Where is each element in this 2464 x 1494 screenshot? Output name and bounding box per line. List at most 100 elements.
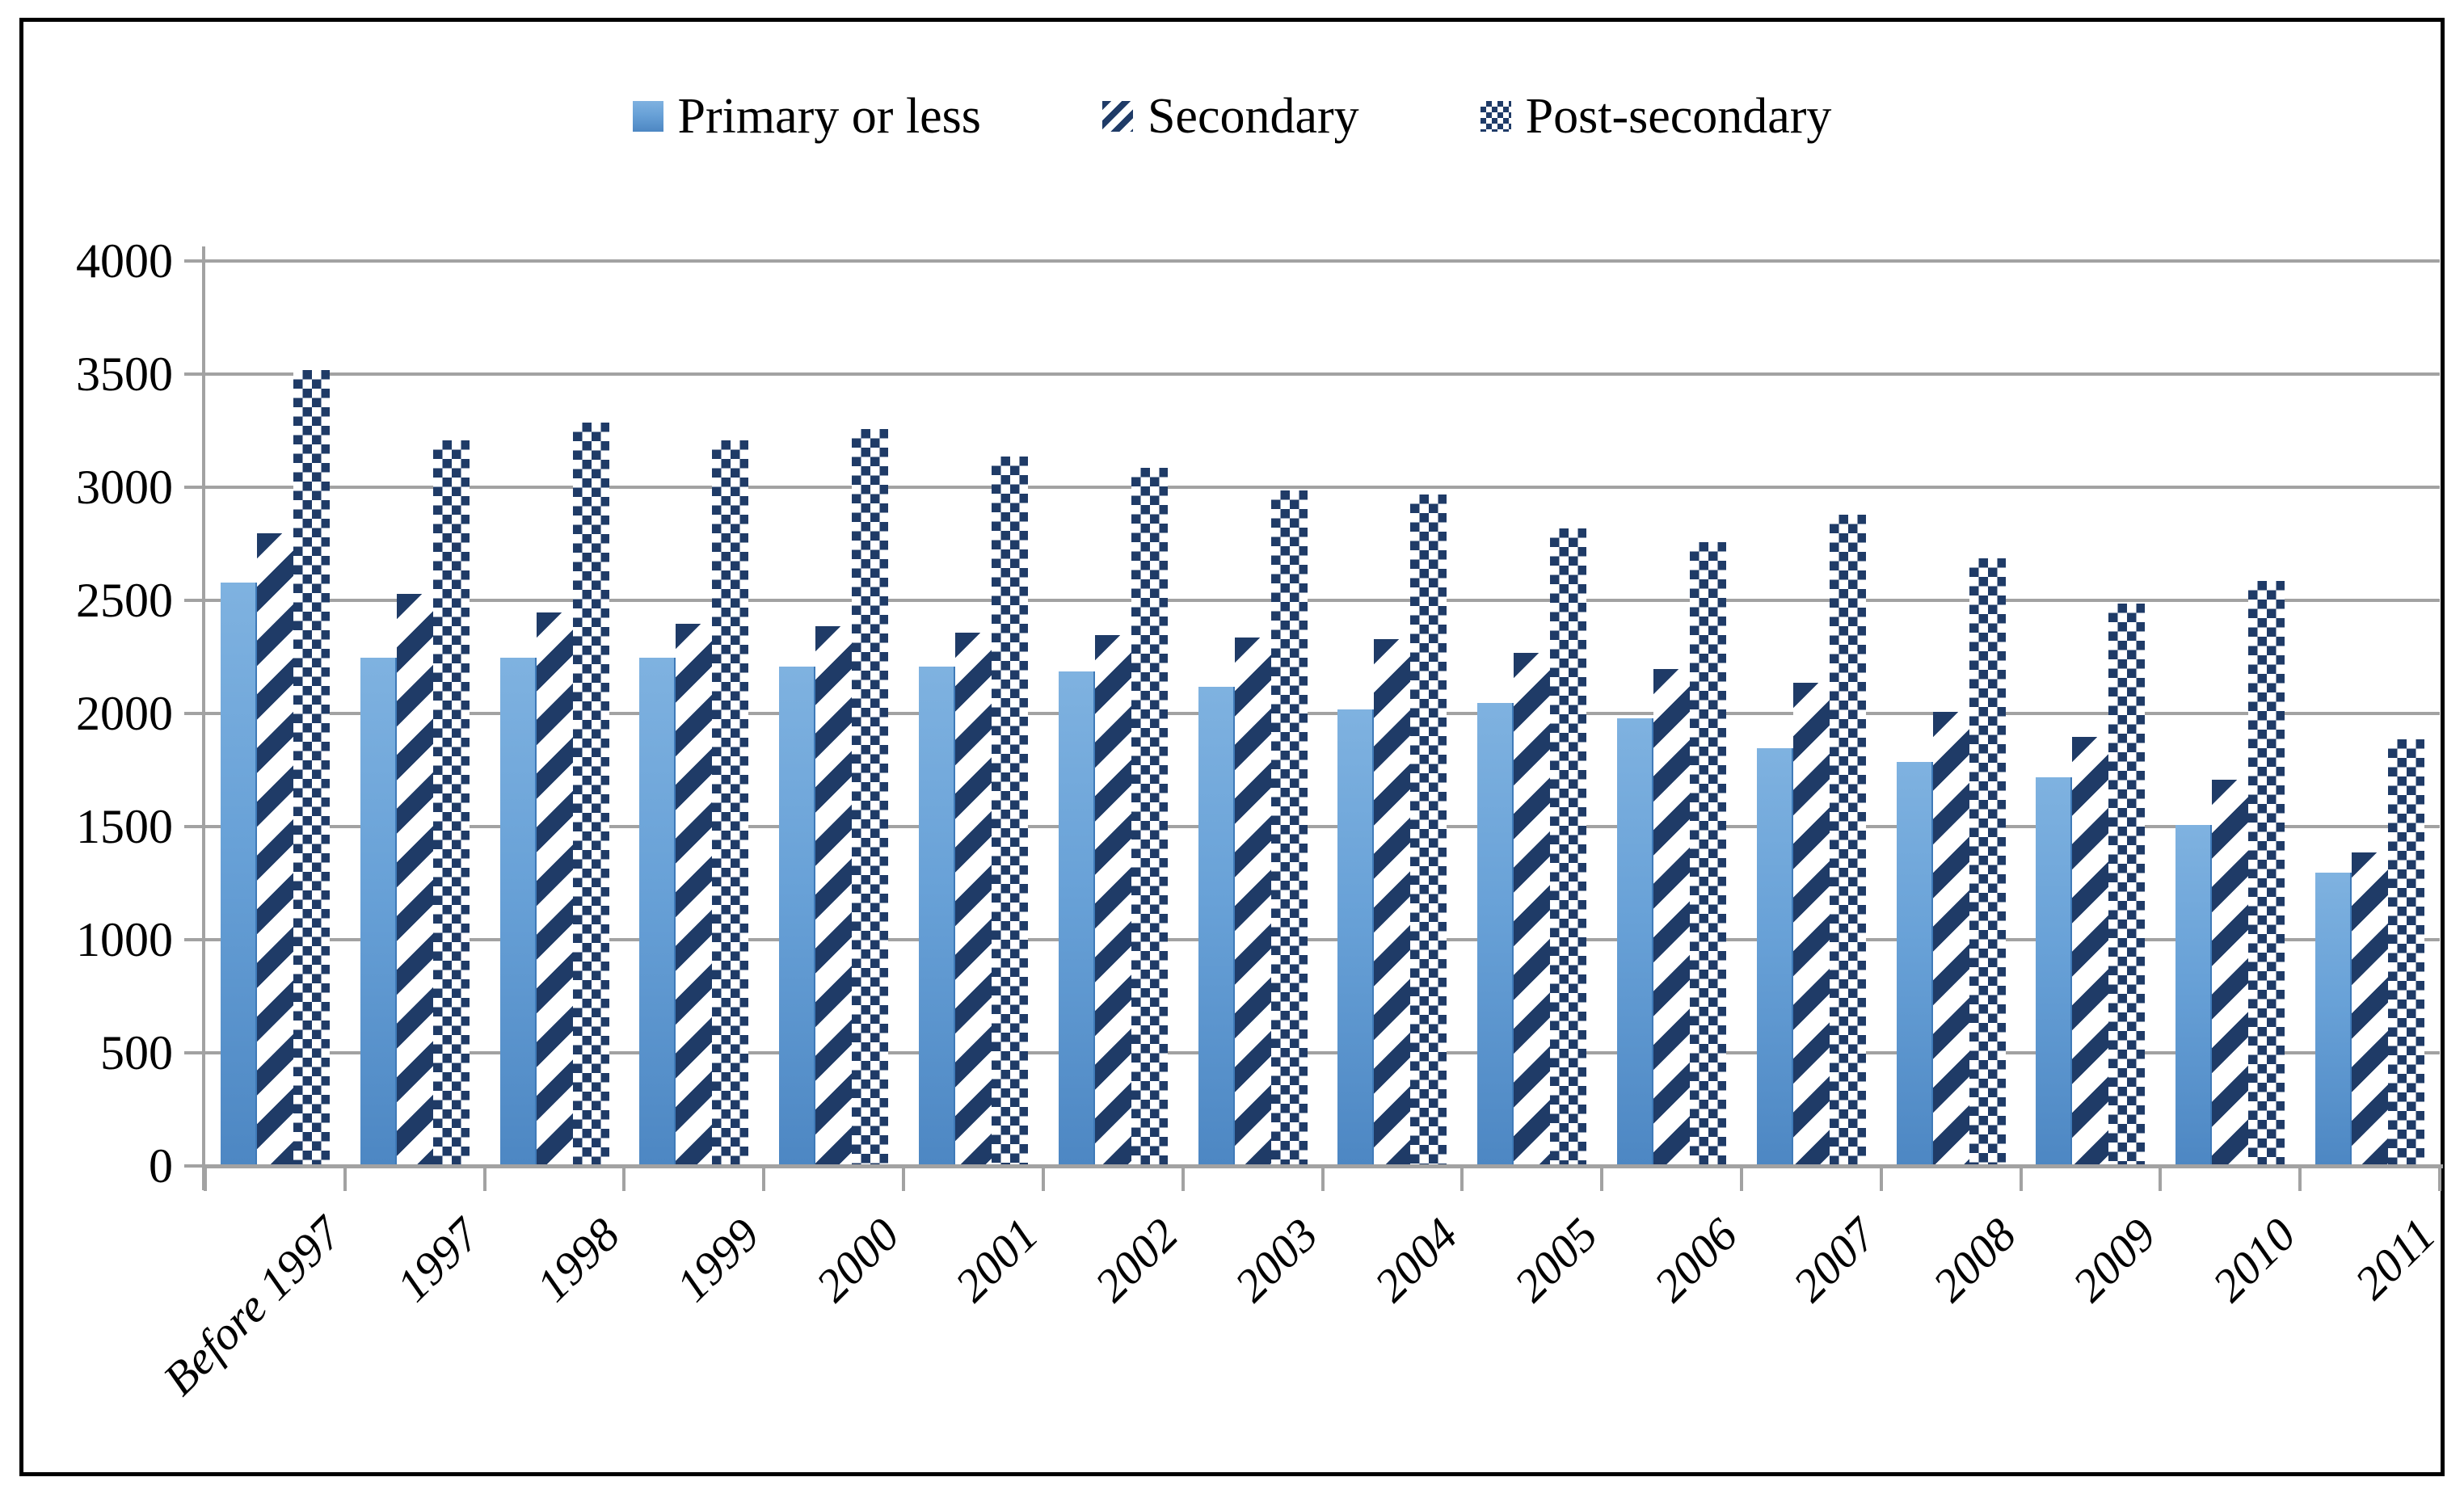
y-axis-tick-label: 4000 bbox=[76, 234, 173, 288]
x-axis-tick bbox=[902, 1168, 906, 1191]
y-axis-tick bbox=[184, 825, 202, 828]
bar-primary bbox=[1896, 761, 1933, 1164]
x-axis-tick bbox=[1181, 1168, 1185, 1191]
bar-primary bbox=[360, 657, 397, 1164]
y-axis-tick-label: 2500 bbox=[76, 574, 173, 627]
y-axis-tick-label: 0 bbox=[149, 1139, 173, 1193]
y-axis-tick bbox=[184, 259, 202, 263]
bar-secondary bbox=[536, 612, 573, 1164]
y-axis-tick-label: 2000 bbox=[76, 687, 173, 740]
y-axis-line bbox=[202, 246, 205, 1190]
bar-secondary bbox=[954, 633, 992, 1164]
gridline bbox=[205, 712, 2440, 715]
bar-secondary bbox=[396, 594, 433, 1164]
bar-primary bbox=[1617, 718, 1654, 1164]
gridline bbox=[205, 259, 2440, 263]
bar-primary bbox=[1058, 671, 1095, 1164]
bar-secondary bbox=[1653, 668, 1691, 1164]
bar-secondary bbox=[2352, 852, 2389, 1164]
bar-postsecondary bbox=[991, 456, 1028, 1164]
legend: Primary or less Secondary Post-secondary bbox=[23, 91, 2441, 141]
bar-primary bbox=[639, 657, 676, 1164]
x-axis-tick bbox=[1041, 1168, 1045, 1191]
bar-postsecondary bbox=[1969, 558, 2006, 1164]
bar-primary bbox=[1198, 687, 1235, 1164]
legend-label-primary: Primary or less bbox=[677, 89, 981, 144]
bar-primary bbox=[2315, 872, 2352, 1164]
x-axis-tick bbox=[622, 1168, 626, 1191]
chart-border-frame: Primary or less Secondary Post-secondary… bbox=[19, 18, 2445, 1476]
legend-swatch-primary-icon bbox=[632, 101, 663, 132]
x-axis-tick bbox=[343, 1168, 347, 1191]
bar-primary bbox=[1756, 747, 1793, 1164]
bar-primary bbox=[1337, 709, 1375, 1164]
gridline bbox=[205, 372, 2440, 376]
bar-postsecondary bbox=[1131, 467, 1168, 1164]
y-axis-tick bbox=[184, 1051, 202, 1054]
bar-secondary bbox=[2212, 780, 2249, 1164]
bar-postsecondary bbox=[1410, 494, 1447, 1164]
gridline bbox=[205, 486, 2440, 489]
bar-secondary bbox=[676, 623, 713, 1164]
bar-secondary bbox=[1932, 712, 1969, 1164]
bar-postsecondary bbox=[852, 429, 889, 1164]
bar-postsecondary bbox=[1270, 490, 1308, 1164]
bar-postsecondary bbox=[2388, 739, 2425, 1164]
x-axis-tick bbox=[1739, 1168, 1743, 1191]
bar-secondary bbox=[1374, 639, 1411, 1164]
y-axis-tick-label: 1500 bbox=[76, 800, 173, 853]
x-axis-tick bbox=[1600, 1168, 1604, 1191]
bar-secondary bbox=[1234, 637, 1271, 1164]
bar-secondary bbox=[256, 532, 293, 1164]
gridline bbox=[205, 599, 2440, 602]
bar-postsecondary bbox=[1690, 542, 1727, 1164]
bar-primary bbox=[2036, 777, 2073, 1164]
x-axis-tick bbox=[762, 1168, 766, 1191]
legend-item-postsecondary: Post-secondary bbox=[1480, 89, 1832, 144]
x-axis-tick bbox=[2019, 1168, 2023, 1191]
legend-label-postsecondary: Post-secondary bbox=[1525, 89, 1832, 144]
x-axis-line bbox=[202, 1164, 2443, 1168]
y-axis-tick bbox=[184, 938, 202, 941]
bar-primary bbox=[2175, 825, 2213, 1164]
bar-primary bbox=[499, 657, 537, 1164]
legend-item-secondary: Secondary bbox=[1101, 89, 1359, 144]
bar-postsecondary bbox=[2248, 580, 2285, 1164]
legend-swatch-postsecondary-icon bbox=[1480, 101, 1511, 132]
bar-postsecondary bbox=[712, 440, 749, 1164]
x-axis-tick bbox=[1320, 1168, 1325, 1191]
gridline bbox=[205, 1051, 2440, 1054]
x-axis-tick bbox=[204, 1168, 207, 1191]
bar-secondary bbox=[815, 625, 853, 1164]
bar-secondary bbox=[1792, 682, 1830, 1164]
y-axis-tick-label: 3500 bbox=[76, 347, 173, 401]
bar-primary bbox=[918, 667, 955, 1164]
bar-postsecondary bbox=[2108, 603, 2146, 1164]
y-axis-tick-label: 3000 bbox=[76, 461, 173, 514]
gridline bbox=[205, 825, 2440, 828]
y-axis-tick bbox=[184, 1164, 202, 1168]
bar-primary bbox=[779, 667, 816, 1164]
bar-postsecondary bbox=[432, 440, 470, 1164]
y-axis-tick bbox=[184, 599, 202, 602]
bar-secondary bbox=[1514, 653, 1551, 1164]
legend-swatch-secondary-icon bbox=[1101, 101, 1133, 132]
bar-postsecondary bbox=[1829, 515, 1866, 1164]
y-axis-tick bbox=[184, 712, 202, 715]
x-axis-tick bbox=[482, 1168, 486, 1191]
y-axis-tick-label: 1000 bbox=[76, 913, 173, 966]
bar-primary bbox=[1477, 702, 1514, 1164]
gridline bbox=[205, 938, 2440, 941]
x-axis-tick bbox=[1879, 1168, 1883, 1191]
legend-label-secondary: Secondary bbox=[1147, 89, 1359, 144]
y-axis-tick-label: 500 bbox=[100, 1026, 173, 1079]
y-axis-tick bbox=[184, 372, 202, 376]
y-axis-tick bbox=[184, 486, 202, 489]
plot-area: 0 500 1000 1500 2000 2500 3000 3500 4000 Before 1… bbox=[76, 237, 2445, 1405]
x-axis-tick bbox=[2298, 1168, 2302, 1191]
legend-item-primary: Primary or less bbox=[632, 89, 981, 144]
bar-postsecondary bbox=[1550, 528, 1587, 1164]
x-axis-tick bbox=[2159, 1168, 2163, 1191]
bar-postsecondary bbox=[293, 370, 330, 1164]
bar-secondary bbox=[2072, 736, 2109, 1164]
